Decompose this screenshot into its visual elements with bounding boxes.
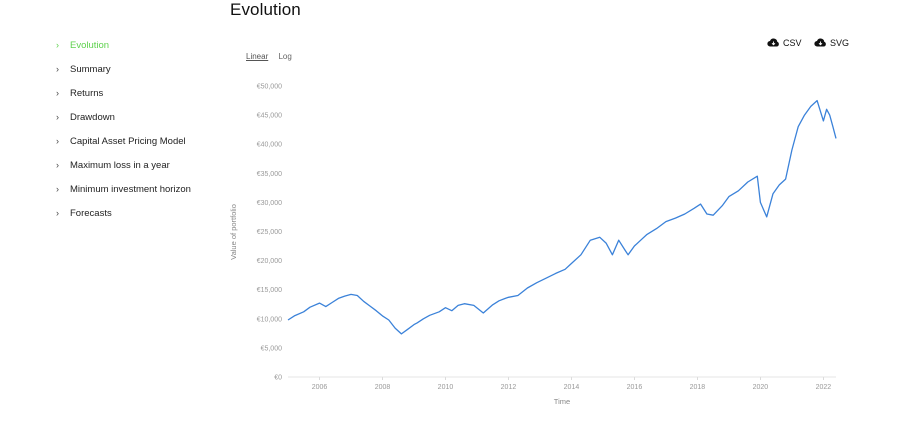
sidebar-item-max-loss[interactable]: › Maximum loss in a year xyxy=(56,153,226,177)
export-svg-label: SVG xyxy=(830,38,850,48)
x-tick-label: 2014 xyxy=(564,384,580,391)
cloud-download-icon xyxy=(767,38,779,47)
y-tick-label: €30,000 xyxy=(257,200,282,207)
y-tick-label: €40,000 xyxy=(257,142,282,149)
sidebar-item-label: Maximum loss in a year xyxy=(70,159,170,171)
series-line xyxy=(287,99,837,335)
sidebar-item-evolution[interactable]: › Evolution xyxy=(56,33,226,57)
log-scale-button[interactable]: Log xyxy=(278,52,292,61)
x-axis-label: Time xyxy=(554,397,570,406)
x-tick-label: 2016 xyxy=(627,384,643,391)
x-tick-label: 2006 xyxy=(312,384,328,391)
section-nav: › Evolution › Summary › Returns › Drawdo… xyxy=(56,33,226,225)
y-tick-label: €25,000 xyxy=(257,229,282,236)
y-tick-label: €0 xyxy=(274,375,282,382)
x-tick-label: 2010 xyxy=(438,384,454,391)
x-tick-label: 2018 xyxy=(690,384,706,391)
sidebar-item-min-horizon[interactable]: › Minimum investment horizon xyxy=(56,177,226,201)
sidebar-item-capm[interactable]: › Capital Asset Pricing Model xyxy=(56,129,226,153)
sidebar-item-label: Evolution xyxy=(70,39,110,51)
sidebar-item-forecasts[interactable]: › Forecasts xyxy=(56,201,226,225)
y-tick-label: €20,000 xyxy=(257,258,282,265)
chevron-right-icon: › xyxy=(56,208,59,218)
y-tick-label: €10,000 xyxy=(257,316,282,323)
y-axis-label: Value of portfolio xyxy=(229,204,238,260)
export-csv-button[interactable]: CSV xyxy=(767,38,802,48)
export-svg-button[interactable]: SVG xyxy=(814,38,849,48)
chevron-right-icon: › xyxy=(56,184,59,194)
y-tick-label: €15,000 xyxy=(257,287,282,294)
x-tick-label: 2020 xyxy=(753,384,769,391)
chevron-right-icon: › xyxy=(56,136,59,146)
export-csv-label: CSV xyxy=(783,38,802,48)
x-tick-label: 2012 xyxy=(501,384,517,391)
y-tick-label: €50,000 xyxy=(257,84,282,91)
chevron-right-icon: › xyxy=(56,64,59,74)
y-tick-label: €45,000 xyxy=(257,113,282,120)
sidebar-item-label: Capital Asset Pricing Model xyxy=(70,135,186,147)
chevron-right-icon: › xyxy=(56,40,59,50)
chevron-right-icon: › xyxy=(56,88,59,98)
sidebar-item-label: Forecasts xyxy=(70,207,112,219)
x-tick-label: 2008 xyxy=(375,384,391,391)
sidebar-item-label: Summary xyxy=(70,63,111,75)
cloud-download-icon xyxy=(814,38,826,47)
sidebar-item-label: Returns xyxy=(70,87,104,99)
chevron-right-icon: › xyxy=(56,112,59,122)
scale-toggle: Linear Log xyxy=(246,52,300,61)
sidebar-item-summary[interactable]: › Summary xyxy=(56,57,226,81)
x-tick-label: 2022 xyxy=(816,384,832,391)
chevron-right-icon: › xyxy=(56,160,59,170)
y-tick-label: €5,000 xyxy=(261,345,283,352)
sidebar-item-returns[interactable]: › Returns xyxy=(56,81,226,105)
sidebar-item-label: Minimum investment horizon xyxy=(70,183,191,195)
sidebar-item-drawdown[interactable]: › Drawdown xyxy=(56,105,226,129)
linear-scale-button[interactable]: Linear xyxy=(246,52,269,61)
y-tick-label: €35,000 xyxy=(257,171,282,178)
sidebar-item-label: Drawdown xyxy=(70,111,115,123)
page-title: Evolution xyxy=(230,0,301,19)
